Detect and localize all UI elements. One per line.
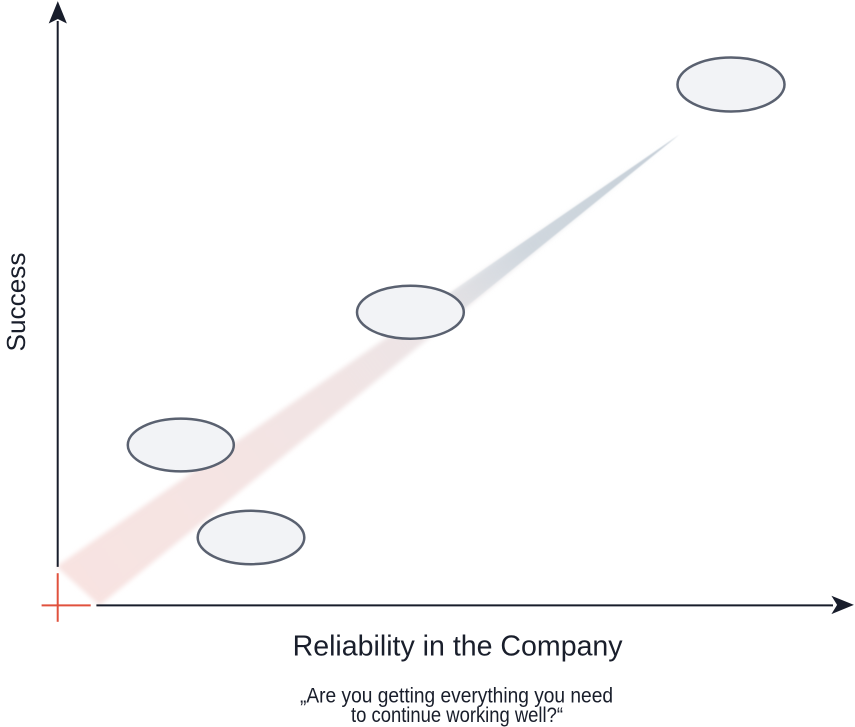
svg-text:„Are you getting everything yo: „Are you getting everything you need — [300, 685, 613, 708]
svg-text:Success: Success — [1, 253, 31, 352]
svg-text:Reliability in the Company: Reliability in the Company — [293, 631, 624, 663]
svg-text:to continue working well?“: to continue working well?“ — [351, 704, 563, 727]
